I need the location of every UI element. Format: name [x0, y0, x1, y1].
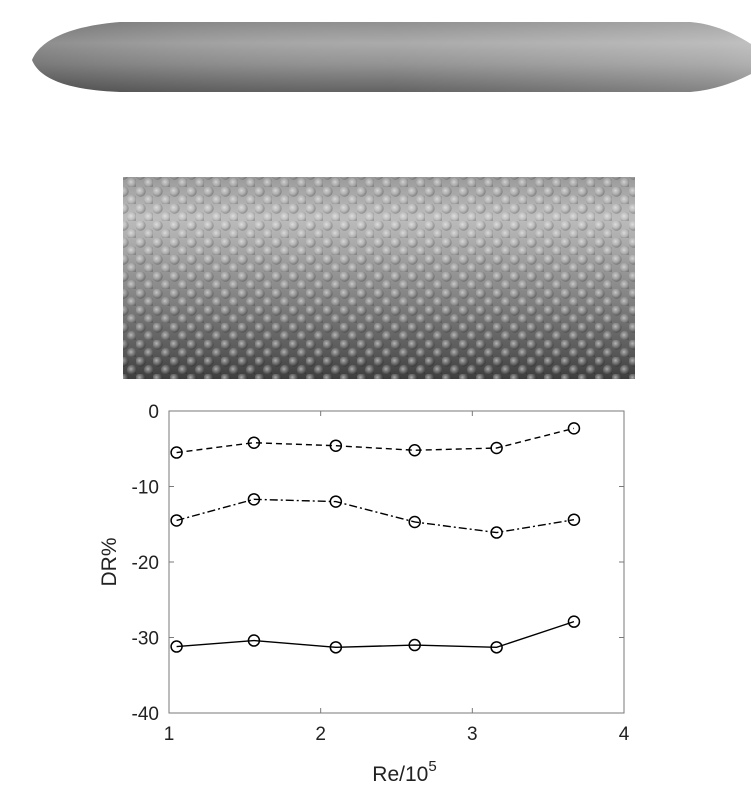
series-layer	[170, 422, 581, 654]
y-tick-label: -10	[132, 478, 159, 499]
x-tick-label: 2	[315, 724, 326, 745]
data-point-solid	[247, 634, 261, 647]
data-point-dashed	[490, 441, 503, 455]
data-point-dashdot	[567, 513, 581, 526]
data-point-dashed	[408, 444, 421, 457]
data-point-dashed	[567, 422, 581, 435]
data-point-dashdot	[170, 514, 183, 527]
data-point-solid	[408, 638, 421, 652]
x-tick-label: 1	[164, 724, 175, 745]
y-axis-title: DR%	[98, 537, 121, 586]
data-point-dashed	[247, 436, 261, 449]
y-tick-label: 0	[148, 402, 159, 423]
data-point-dashdot	[408, 515, 421, 529]
data-point-dashdot	[247, 493, 261, 506]
x-axis-title-superscript: 5	[428, 758, 436, 775]
y-tick-label: -30	[132, 629, 159, 650]
data-point-solid	[567, 615, 581, 628]
data-point-dashed	[170, 446, 183, 459]
series-line-dashed	[176, 427, 575, 454]
x-axis-title: Re/105	[372, 758, 436, 786]
x-axis-title-base: Re/10	[372, 763, 428, 786]
x-tick-label: 3	[467, 724, 478, 745]
series-line-solid	[176, 620, 575, 649]
data-point-solid	[329, 641, 343, 654]
y-axis: 0 -10 -20 -30 -40	[132, 402, 624, 725]
plot-area: 1 2 3 4 0 -10 -20 -30 -40 DR% Re/105	[98, 402, 630, 786]
axes-box	[168, 410, 625, 714]
data-point-dashed	[329, 439, 343, 452]
series-line-dashdot	[176, 498, 575, 534]
data-point-dashdot	[490, 526, 503, 539]
data-point-dashdot	[329, 495, 343, 508]
x-axis: 1 2 3 4	[164, 411, 630, 745]
y-tick-label: -20	[132, 553, 159, 574]
dimpled-surface-image	[123, 177, 635, 379]
streamlined-body-image	[32, 22, 751, 92]
data-point-solid	[170, 640, 183, 653]
data-point-solid	[490, 641, 503, 654]
x-tick-label: 4	[619, 724, 630, 745]
y-tick-label: -40	[132, 704, 159, 725]
